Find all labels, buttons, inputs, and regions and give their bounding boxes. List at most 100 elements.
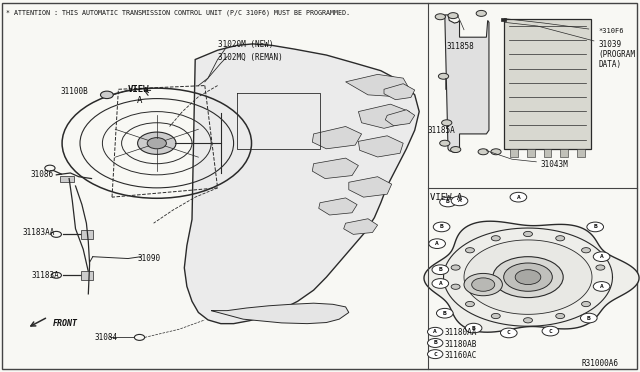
Circle shape <box>464 273 502 296</box>
Bar <box>561 149 568 157</box>
Circle shape <box>582 301 591 307</box>
Polygon shape <box>312 126 362 149</box>
Circle shape <box>436 308 453 318</box>
Text: 31180AA: 31180AA <box>445 328 477 337</box>
Text: B: B <box>446 199 450 205</box>
Text: 31084: 31084 <box>95 333 118 342</box>
Circle shape <box>448 13 458 19</box>
Circle shape <box>510 192 527 202</box>
Circle shape <box>582 248 591 253</box>
Bar <box>527 149 534 157</box>
Circle shape <box>432 279 449 288</box>
Circle shape <box>451 196 468 206</box>
Circle shape <box>524 318 532 323</box>
Polygon shape <box>464 240 592 314</box>
Polygon shape <box>319 198 357 215</box>
Bar <box>81 230 93 239</box>
Polygon shape <box>346 74 410 97</box>
Text: 3102MQ (REMAN): 3102MQ (REMAN) <box>218 53 282 62</box>
Text: A: A <box>137 96 142 105</box>
Circle shape <box>440 197 456 207</box>
Circle shape <box>524 231 532 237</box>
Bar <box>60 176 74 182</box>
Circle shape <box>493 257 563 298</box>
Circle shape <box>451 265 460 270</box>
Text: A: A <box>458 198 461 203</box>
Circle shape <box>440 140 450 146</box>
Text: B: B <box>438 267 442 272</box>
Circle shape <box>100 91 113 99</box>
Bar <box>577 149 585 157</box>
Text: B: B <box>593 224 597 230</box>
Circle shape <box>433 222 450 232</box>
Text: *310F6: *310F6 <box>598 28 624 34</box>
Circle shape <box>442 120 452 126</box>
Text: B: B <box>440 224 444 230</box>
Circle shape <box>428 327 443 336</box>
Polygon shape <box>445 15 489 153</box>
Text: A: A <box>433 329 437 334</box>
Text: 31020M (NEW): 31020M (NEW) <box>218 40 273 49</box>
Polygon shape <box>344 219 378 234</box>
Circle shape <box>593 282 610 291</box>
Bar <box>501 18 506 21</box>
Circle shape <box>492 235 500 241</box>
Circle shape <box>491 149 501 155</box>
Circle shape <box>147 138 166 149</box>
Text: 31183A: 31183A <box>32 271 60 280</box>
Circle shape <box>428 350 443 359</box>
Text: 311858: 311858 <box>447 42 474 51</box>
Text: FRONT: FRONT <box>53 319 78 328</box>
Polygon shape <box>424 221 639 332</box>
Circle shape <box>596 284 605 289</box>
Circle shape <box>593 252 610 262</box>
Text: B: B <box>587 315 591 321</box>
Text: * ATTENTION : THIS AUTOMATIC TRANSMISSION CONTROL UNIT (P/C 310F6) MUST BE PROGR: * ATTENTION : THIS AUTOMATIC TRANSMISSIO… <box>6 9 351 16</box>
Text: DATA): DATA) <box>598 60 621 69</box>
Text: 31183AA: 31183AA <box>22 228 55 237</box>
Polygon shape <box>358 136 403 157</box>
Text: VIEW: VIEW <box>128 85 150 94</box>
Circle shape <box>556 235 564 241</box>
Text: A: A <box>516 195 520 200</box>
Text: A: A <box>600 284 604 289</box>
Text: C: C <box>507 330 511 336</box>
Circle shape <box>596 265 605 270</box>
Circle shape <box>451 284 460 289</box>
Text: 31039: 31039 <box>598 40 621 49</box>
Circle shape <box>465 323 482 333</box>
Circle shape <box>515 270 541 285</box>
Text: C: C <box>548 328 552 334</box>
Circle shape <box>465 248 474 253</box>
Text: A: A <box>435 241 439 246</box>
Text: 31100B: 31100B <box>61 87 88 96</box>
Bar <box>510 149 518 157</box>
Polygon shape <box>384 84 415 100</box>
Text: VIEW A: VIEW A <box>430 193 462 202</box>
Polygon shape <box>312 158 358 179</box>
Text: 31160AC: 31160AC <box>445 351 477 360</box>
Text: (PROGRAM: (PROGRAM <box>598 50 636 59</box>
Bar <box>504 19 591 149</box>
Text: B: B <box>472 326 476 331</box>
Text: C: C <box>433 352 437 357</box>
Circle shape <box>428 339 443 347</box>
Polygon shape <box>184 44 419 324</box>
Circle shape <box>429 239 445 248</box>
Circle shape <box>556 314 564 319</box>
Circle shape <box>432 265 449 275</box>
Bar <box>544 149 552 157</box>
Circle shape <box>542 326 559 336</box>
Circle shape <box>451 147 461 153</box>
Text: R31000A6: R31000A6 <box>581 359 618 368</box>
Bar <box>81 271 93 280</box>
Circle shape <box>465 301 474 307</box>
Circle shape <box>478 149 488 155</box>
Polygon shape <box>349 177 392 197</box>
Circle shape <box>580 313 597 323</box>
Polygon shape <box>385 110 415 126</box>
Circle shape <box>138 132 176 154</box>
Circle shape <box>587 222 604 232</box>
Polygon shape <box>211 303 349 324</box>
Text: 31180AB: 31180AB <box>445 340 477 349</box>
